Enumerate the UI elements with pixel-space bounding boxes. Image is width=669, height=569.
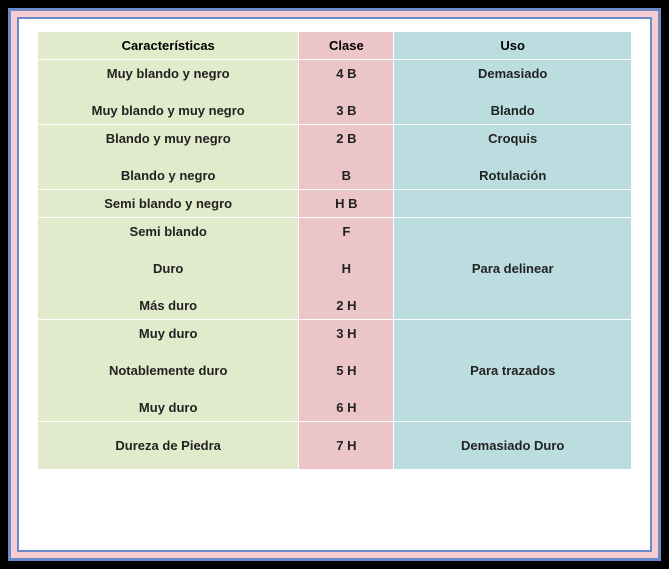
- table-row: Notablemente duro5 HPara trazados: [38, 357, 632, 384]
- cell-clase: [299, 152, 394, 162]
- table-row: [38, 245, 632, 255]
- table-row: [38, 87, 632, 97]
- cell-uso: [394, 459, 632, 470]
- cell-caracteristicas: [38, 87, 299, 97]
- cell-clase: 6 H: [299, 394, 394, 422]
- cell-uso: Rotulación: [394, 162, 632, 190]
- cell-clase: [299, 347, 394, 357]
- table-row: Dureza de Piedra7 HDemasiado Duro: [38, 432, 632, 459]
- cell-caracteristicas: [38, 459, 299, 470]
- cell-caracteristicas: Duro: [38, 255, 299, 282]
- table-row: Blando y muy negro2 BCroquis: [38, 125, 632, 153]
- cell-caracteristicas: [38, 245, 299, 255]
- cell-caracteristicas: Notablemente duro: [38, 357, 299, 384]
- header-caracteristicas: Características: [38, 32, 299, 60]
- table-row: DuroHPara delinear: [38, 255, 632, 282]
- cell-uso: [394, 282, 632, 292]
- table-row: [38, 347, 632, 357]
- cell-clase: F: [299, 218, 394, 246]
- cell-uso: Blando: [394, 97, 632, 125]
- table-row: [38, 422, 632, 433]
- inner-panel: Características Clase Uso Muy blando y n…: [17, 17, 652, 552]
- table-row: Semi blandoF: [38, 218, 632, 246]
- cell-caracteristicas: Muy duro: [38, 320, 299, 348]
- cell-clase: [299, 422, 394, 433]
- cell-caracteristicas: Muy blando y muy negro: [38, 97, 299, 125]
- cell-clase: H B: [299, 190, 394, 218]
- cell-clase: [299, 384, 394, 394]
- cell-uso: [394, 218, 632, 246]
- cell-clase: [299, 459, 394, 470]
- cell-clase: 4 B: [299, 60, 394, 88]
- cell-caracteristicas: Dureza de Piedra: [38, 432, 299, 459]
- cell-uso: [394, 422, 632, 433]
- cell-uso: Demasiado: [394, 60, 632, 88]
- cell-caracteristicas: [38, 152, 299, 162]
- cell-clase: H: [299, 255, 394, 282]
- table-row: Muy blando y muy negro3 BBlando: [38, 97, 632, 125]
- table-row: Semi blando y negroH B: [38, 190, 632, 218]
- cell-clase: 2 B: [299, 125, 394, 153]
- pink-frame: Características Clase Uso Muy blando y n…: [8, 8, 661, 561]
- cell-uso: [394, 245, 632, 255]
- cell-uso: [394, 87, 632, 97]
- cell-clase: 7 H: [299, 432, 394, 459]
- header-uso: Uso: [394, 32, 632, 60]
- cell-caracteristicas: [38, 422, 299, 433]
- cell-uso: Croquis: [394, 125, 632, 153]
- cell-clase: 2 H: [299, 292, 394, 320]
- cell-caracteristicas: [38, 384, 299, 394]
- table-row: Más duro2 H: [38, 292, 632, 320]
- cell-clase: 3 B: [299, 97, 394, 125]
- table-row: Blando y negroBRotulación: [38, 162, 632, 190]
- cell-caracteristicas: Semi blando y negro: [38, 190, 299, 218]
- header-row: Características Clase Uso: [38, 32, 632, 60]
- cell-clase: [299, 282, 394, 292]
- cell-caracteristicas: Muy blando y negro: [38, 60, 299, 88]
- table-body: Muy blando y negro4 BDemasiadoMuy blando…: [38, 60, 632, 470]
- cell-uso: Para trazados: [394, 357, 632, 384]
- cell-caracteristicas: Muy duro: [38, 394, 299, 422]
- table-row: [38, 152, 632, 162]
- cell-clase: 5 H: [299, 357, 394, 384]
- cell-uso: [394, 384, 632, 394]
- cell-caracteristicas: Más duro: [38, 292, 299, 320]
- cell-uso: Para delinear: [394, 255, 632, 282]
- cell-caracteristicas: [38, 347, 299, 357]
- cell-clase: [299, 245, 394, 255]
- cell-clase: [299, 87, 394, 97]
- table-row: Muy duro3 H: [38, 320, 632, 348]
- table-row: Muy blando y negro4 BDemasiado: [38, 60, 632, 88]
- cell-uso: [394, 347, 632, 357]
- cell-uso: [394, 320, 632, 348]
- cell-caracteristicas: Blando y muy negro: [38, 125, 299, 153]
- cell-uso: [394, 394, 632, 422]
- table-row: Muy duro6 H: [38, 394, 632, 422]
- cell-caracteristicas: Blando y negro: [38, 162, 299, 190]
- cell-uso: Demasiado Duro: [394, 432, 632, 459]
- cell-caracteristicas: [38, 282, 299, 292]
- table-row: [38, 282, 632, 292]
- hardness-table: Características Clase Uso Muy blando y n…: [37, 31, 632, 470]
- cell-caracteristicas: Semi blando: [38, 218, 299, 246]
- cell-uso: [394, 152, 632, 162]
- cell-clase: B: [299, 162, 394, 190]
- table-row: [38, 459, 632, 470]
- cell-uso: [394, 292, 632, 320]
- cell-uso: [394, 190, 632, 218]
- outer-frame: Características Clase Uso Muy blando y n…: [0, 0, 669, 569]
- table-row: [38, 384, 632, 394]
- header-clase: Clase: [299, 32, 394, 60]
- cell-clase: 3 H: [299, 320, 394, 348]
